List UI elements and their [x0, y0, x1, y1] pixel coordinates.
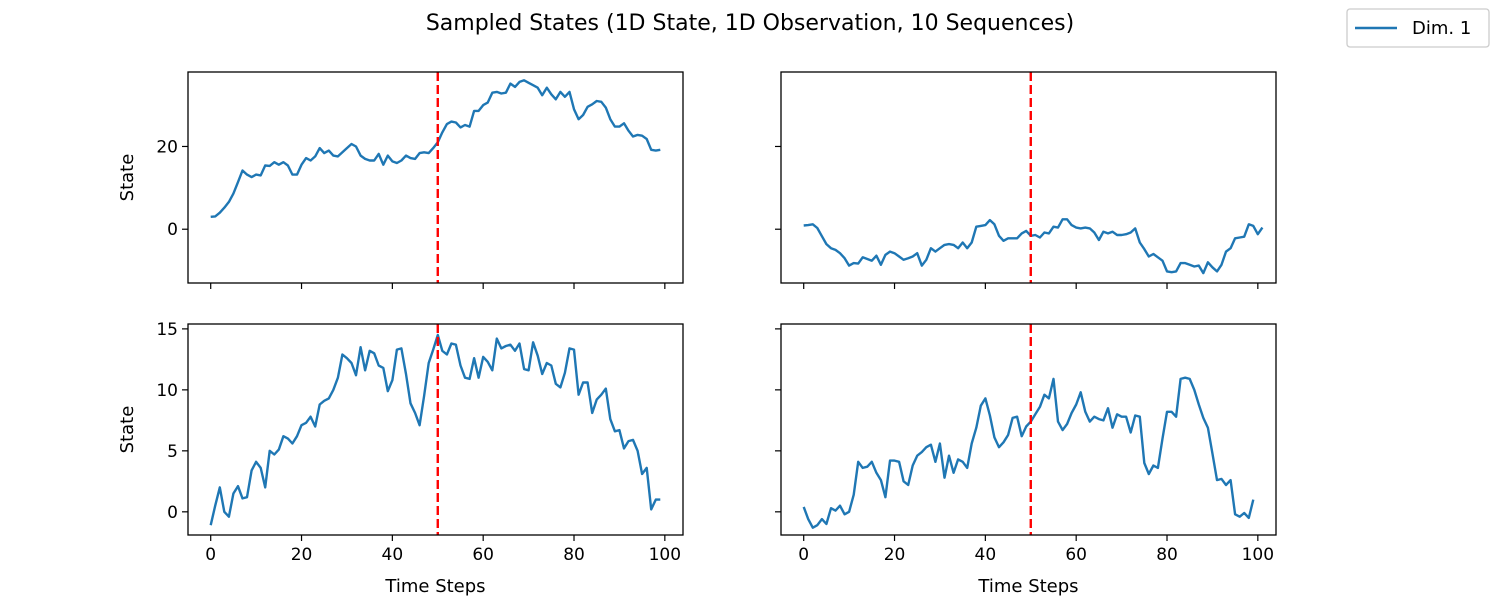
axes-frame — [780, 71, 1277, 284]
x-axis-label: Time Steps — [977, 576, 1078, 597]
y-tick-label: 0 — [167, 503, 178, 523]
axes-frame — [187, 323, 684, 536]
figure-title: Sampled States (1D State, 1D Observation… — [426, 11, 1074, 36]
axes-frame — [780, 323, 1277, 536]
panel-top-left: 0 20 State — [117, 71, 684, 289]
series-line-dim-1 — [803, 218, 1264, 275]
panel-bottom-right: 0 20 40 60 80 100 Time Steps — [775, 323, 1277, 597]
legend: Dim. 1 — [1346, 8, 1490, 48]
x-tick-label: 80 — [1156, 545, 1178, 565]
series-line-dim-1 — [210, 79, 661, 218]
panel-top-right — [775, 71, 1277, 289]
axes-frame — [187, 71, 684, 284]
x-tick-label: 20 — [291, 545, 313, 565]
y-tick-label: 0 — [167, 220, 178, 240]
x-tick-label: 60 — [1065, 545, 1087, 565]
y-tick-label: 10 — [156, 381, 178, 401]
y-tick-label: 15 — [156, 320, 178, 340]
series-line-dim-1 — [209, 333, 661, 526]
legend-label: Dim. 1 — [1412, 18, 1471, 39]
series-line-dim-1 — [802, 376, 1255, 529]
x-tick-label: 40 — [382, 545, 404, 565]
y-tick-label: 5 — [167, 442, 178, 462]
panel-bottom-left: 0 20 40 60 80 100 0 5 10 15 State Time Steps — [117, 320, 684, 597]
y-tick-label: 20 — [156, 137, 178, 157]
x-tick-label: 60 — [472, 545, 494, 565]
x-tick-label: 0 — [205, 545, 216, 565]
x-tick-label: 100 — [649, 545, 681, 565]
y-axis-label: State — [117, 406, 138, 454]
y-axis-label: State — [117, 154, 138, 202]
x-tick-label: 80 — [563, 545, 585, 565]
x-tick-label: 20 — [884, 545, 906, 565]
x-axis-label: Time Steps — [384, 576, 485, 597]
x-tick-label: 0 — [798, 545, 809, 565]
legend-box — [1346, 8, 1490, 48]
x-tick-label: 100 — [1242, 545, 1274, 565]
x-tick-label: 40 — [975, 545, 997, 565]
